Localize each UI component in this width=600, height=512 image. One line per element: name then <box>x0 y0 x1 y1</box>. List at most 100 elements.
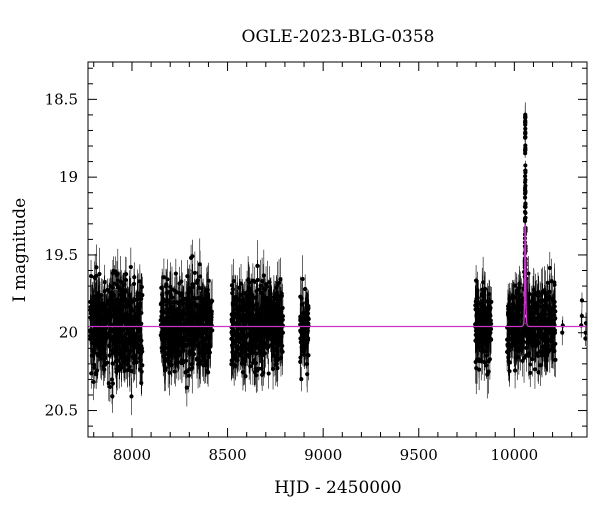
data-point <box>523 177 528 183</box>
data-point <box>265 314 271 319</box>
data-point <box>527 299 532 304</box>
data-point <box>128 264 133 270</box>
data-point <box>552 304 557 309</box>
data-point <box>197 305 202 310</box>
data-point <box>109 294 114 299</box>
data-point <box>299 336 304 342</box>
data-point <box>190 254 195 259</box>
data-point <box>477 367 482 372</box>
data-point <box>175 348 180 353</box>
data-point <box>520 358 525 363</box>
data-point <box>523 115 528 120</box>
data-point <box>230 300 235 306</box>
data-point <box>184 385 189 390</box>
data-point <box>306 306 311 311</box>
data-point <box>102 336 107 341</box>
data-point <box>94 273 99 279</box>
data-point <box>130 328 135 333</box>
data-point <box>137 302 142 307</box>
data-point <box>474 321 479 326</box>
data-point <box>121 296 126 301</box>
data-point <box>160 318 165 323</box>
x-axis-label: HJD - 2450000 <box>274 478 402 498</box>
data-point <box>523 210 528 216</box>
data-point <box>544 329 549 335</box>
data-point <box>192 270 197 276</box>
data-point <box>523 163 528 168</box>
data-point <box>553 357 558 362</box>
data-point <box>103 356 108 361</box>
data-point <box>116 337 121 342</box>
data-point <box>187 340 192 345</box>
data-point <box>546 339 551 344</box>
data-point <box>203 348 209 353</box>
data-point <box>547 265 552 271</box>
data-point <box>583 321 587 326</box>
data-point <box>244 294 250 299</box>
data-point <box>523 145 528 151</box>
data-point <box>560 330 565 335</box>
data-point <box>107 384 113 389</box>
data-point <box>483 286 488 291</box>
data-point <box>179 279 184 284</box>
data-point <box>545 280 550 285</box>
data-point <box>275 310 280 316</box>
data-point <box>116 320 121 325</box>
data-point <box>200 310 206 315</box>
data-point <box>110 361 115 366</box>
data-points-layer <box>88 102 587 416</box>
data-point <box>107 332 112 337</box>
data-point <box>120 319 125 324</box>
data-point <box>252 370 257 375</box>
data-point <box>201 355 206 360</box>
data-point <box>165 320 170 325</box>
data-point <box>265 345 271 350</box>
data-point <box>173 311 178 316</box>
data-point <box>517 298 523 303</box>
data-point <box>191 337 196 343</box>
data-point <box>164 297 170 302</box>
data-point <box>179 361 184 366</box>
data-point <box>109 377 115 382</box>
data-point <box>185 337 190 342</box>
data-point <box>165 327 171 333</box>
x-tick-label: 8000 <box>113 446 151 464</box>
data-point <box>275 348 280 354</box>
y-tick-label: 19.5 <box>45 246 78 264</box>
data-point <box>520 305 525 310</box>
data-point <box>178 318 183 323</box>
data-point <box>547 294 552 299</box>
data-point <box>90 353 95 358</box>
data-point <box>160 296 166 301</box>
data-point <box>263 282 269 287</box>
data-point <box>192 295 197 300</box>
data-point <box>197 274 203 279</box>
data-point <box>130 354 135 359</box>
data-point <box>522 218 528 223</box>
data-point <box>234 338 239 343</box>
data-point <box>88 274 94 279</box>
data-point <box>535 293 541 299</box>
data-point <box>230 291 235 296</box>
data-point <box>131 281 137 287</box>
data-point <box>250 360 256 365</box>
data-point <box>523 120 528 125</box>
data-point <box>92 342 97 347</box>
data-point <box>169 287 175 292</box>
data-point <box>181 313 186 318</box>
data-point <box>197 351 203 356</box>
data-point <box>124 323 130 328</box>
data-point <box>487 318 493 323</box>
data-point <box>255 313 260 318</box>
data-point <box>136 329 142 334</box>
data-point <box>484 353 489 358</box>
data-point <box>174 343 179 348</box>
data-point <box>138 351 144 357</box>
data-point <box>277 298 282 303</box>
data-point <box>229 283 235 288</box>
data-point <box>507 360 512 365</box>
data-point <box>231 278 236 284</box>
chart-title: OGLE-2023-BLG-0358 <box>242 27 435 47</box>
data-point <box>176 301 181 306</box>
data-point <box>523 168 528 173</box>
